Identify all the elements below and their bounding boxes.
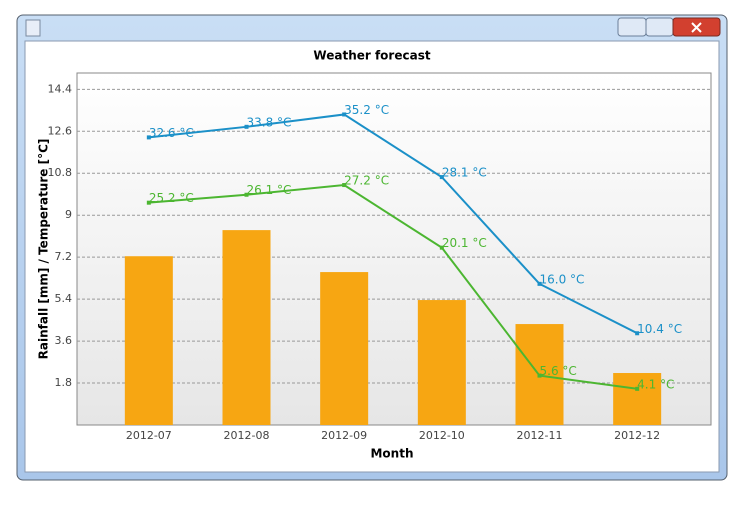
- y-axis-label: Rainfall [mm] / Temperature [°C]: [37, 139, 51, 360]
- bar: [124, 256, 173, 425]
- maximize-button[interactable]: [645, 17, 674, 37]
- point: [635, 386, 640, 391]
- point: [244, 192, 249, 197]
- line: [148, 113, 638, 335]
- data-label: 10.4 °C: [637, 322, 682, 336]
- data-label: 4.1 °C: [637, 377, 674, 391]
- y-tick-label: 12.6: [48, 124, 73, 137]
- bar: [222, 230, 271, 425]
- data-label: 25.2 °C: [149, 191, 194, 205]
- y-tick-label: 9: [65, 208, 72, 221]
- y-tick-label: 5.4: [55, 292, 73, 305]
- y-tick-label: 7.2: [55, 250, 73, 263]
- x-tick-label: 2012-09: [321, 429, 367, 442]
- bar: [613, 373, 662, 425]
- chart-title: Weather forecast: [313, 49, 430, 63]
- point: [439, 175, 444, 180]
- close-icon: [691, 22, 702, 33]
- x-tick-label: 2012-07: [126, 429, 172, 442]
- x-tick-label: 2012-11: [517, 429, 563, 442]
- point: [342, 183, 347, 188]
- point: [537, 373, 542, 378]
- minimize-button[interactable]: [617, 17, 647, 37]
- y-tick-label: 10.8: [48, 166, 73, 179]
- point: [439, 245, 444, 250]
- data-label: 16.0 °C: [540, 272, 585, 286]
- data-label: 32.6 °C: [149, 126, 194, 140]
- data-label: 20.1 °C: [442, 236, 487, 250]
- data-label: 33.8 °C: [247, 115, 292, 129]
- data-label: 35.2 °C: [344, 103, 389, 117]
- line: [148, 184, 638, 390]
- x-tick-label: 2012-08: [224, 429, 270, 442]
- x-axis-label: Month: [370, 447, 413, 461]
- point: [635, 331, 640, 336]
- x-tick-label: 2012-10: [419, 429, 465, 442]
- bar: [320, 272, 369, 425]
- app-icon: [25, 19, 41, 37]
- y-tick-label: 3.6: [55, 334, 73, 347]
- x-tick-label: 2012-12: [614, 429, 660, 442]
- data-label: 5.6 °C: [540, 364, 577, 378]
- y-tick-label: 14.4: [48, 82, 73, 95]
- point: [537, 281, 542, 286]
- data-label: 28.1 °C: [442, 166, 487, 180]
- data-label: 27.2 °C: [344, 174, 389, 188]
- y-tick-label: 1.8: [55, 376, 73, 389]
- point: [146, 200, 151, 205]
- data-label: 26.1 °C: [247, 183, 292, 197]
- bar: [417, 300, 466, 425]
- point: [244, 124, 249, 129]
- point: [342, 112, 347, 117]
- point: [146, 135, 151, 140]
